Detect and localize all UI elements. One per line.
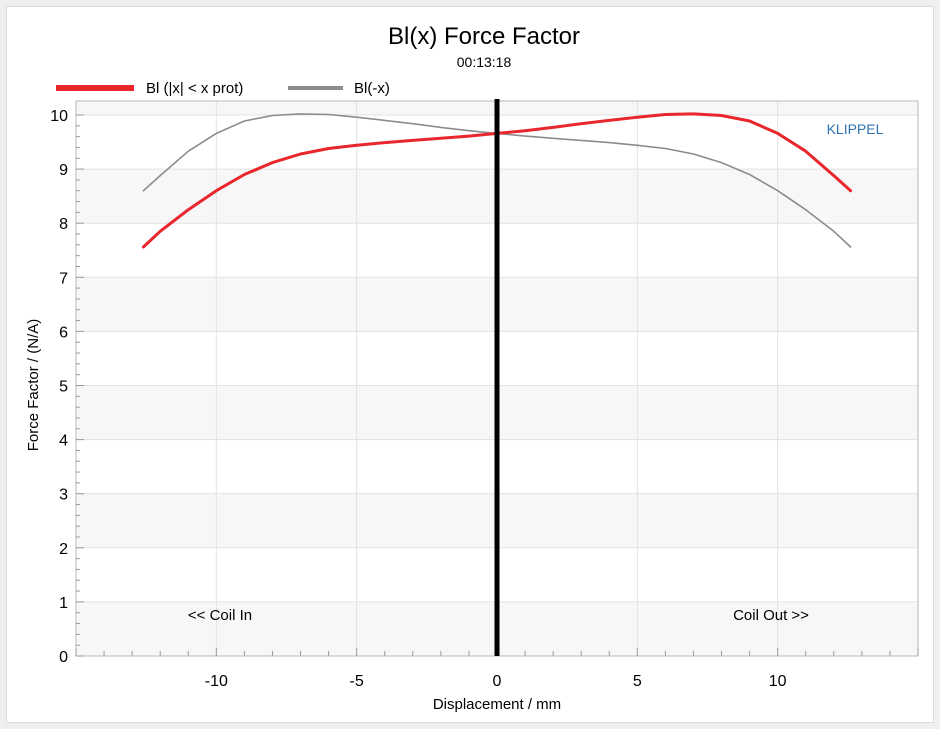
x-tick-label: -10: [205, 673, 228, 690]
y-axis-label: Force Factor / (N/A): [25, 319, 42, 452]
y-tick-label: 0: [59, 649, 68, 666]
x-tick-label: 5: [633, 673, 642, 690]
y-tick-label: 9: [59, 162, 68, 179]
chart-title: Bl(x) Force Factor: [388, 23, 580, 50]
legend: Bl (|x| < x prot) Bl(-x): [56, 80, 390, 97]
klippel-brand: KLIPPEL: [827, 121, 884, 137]
y-tick-label: 1: [59, 595, 68, 612]
x-tick-label: -5: [350, 673, 364, 690]
x-tick-label: 10: [769, 673, 787, 690]
coil-out-annotation: Coil Out >>: [733, 607, 809, 624]
y-tick-label: 10: [50, 108, 68, 125]
y-tick-labels: 0 1 2 3 4 5 6 7 8 9 10: [50, 108, 68, 666]
y-tick-label: 4: [59, 433, 68, 450]
y-tick-label: 2: [59, 541, 68, 558]
y-tick-label: 5: [59, 379, 68, 396]
legend-label-bl-neg-x: Bl(-x): [354, 80, 390, 97]
x-tick-label: 0: [493, 673, 502, 690]
x-axis-label: Displacement / mm: [433, 696, 561, 713]
y-tick-label: 3: [59, 487, 68, 504]
y-tick-label: 8: [59, 216, 68, 233]
legend-label-bl: Bl (|x| < x prot): [146, 80, 243, 97]
coil-in-annotation: << Coil In: [188, 607, 252, 624]
y-tick-label: 6: [59, 324, 68, 341]
y-tick-label: 7: [59, 270, 68, 287]
x-tick-labels: -10 -5 0 5 10: [205, 673, 787, 690]
chart-subtitle: 00:13:18: [457, 54, 512, 70]
